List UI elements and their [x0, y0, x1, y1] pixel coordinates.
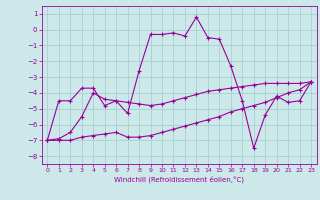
X-axis label: Windchill (Refroidissement éolien,°C): Windchill (Refroidissement éolien,°C)	[114, 176, 244, 183]
